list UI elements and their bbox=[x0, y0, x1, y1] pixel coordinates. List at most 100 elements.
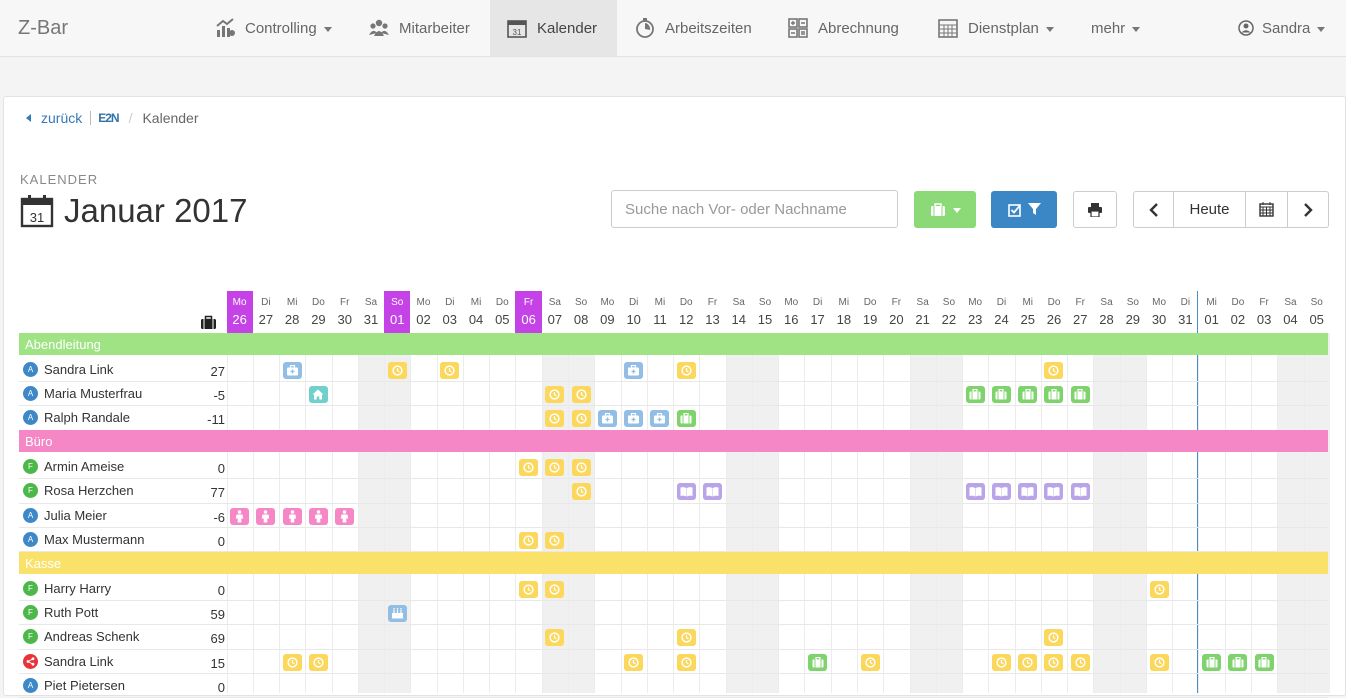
employee-name[interactable]: A Sandra Link bbox=[23, 361, 113, 377]
school-event[interactable] bbox=[1070, 483, 1090, 501]
sick-leave-event[interactable] bbox=[282, 361, 302, 379]
sick-leave-event[interactable] bbox=[597, 410, 617, 428]
sick-leave-event[interactable] bbox=[624, 410, 644, 428]
day-header[interactable]: Fr 06 bbox=[515, 291, 542, 333]
day-header[interactable]: Di 24 bbox=[988, 291, 1014, 333]
working-time-event[interactable] bbox=[1070, 653, 1090, 671]
absence-dropdown-button[interactable] bbox=[914, 191, 976, 228]
day-header[interactable]: Mi 18 bbox=[831, 291, 857, 333]
working-time-event[interactable] bbox=[676, 361, 696, 379]
vacation-event[interactable] bbox=[1070, 385, 1090, 403]
maternity-leave-event[interactable] bbox=[335, 507, 355, 525]
day-header[interactable]: So 05 bbox=[1304, 291, 1330, 333]
day-header[interactable]: So 08 bbox=[568, 291, 594, 333]
working-time-event[interactable] bbox=[860, 653, 880, 671]
vacation-event[interactable] bbox=[991, 385, 1011, 403]
day-header[interactable]: Do 02 bbox=[1225, 291, 1251, 333]
employee-name[interactable]: F Rosa Herzchen bbox=[23, 483, 134, 499]
print-button[interactable] bbox=[1073, 191, 1117, 228]
day-header[interactable]: Fr 27 bbox=[1067, 291, 1093, 333]
day-header[interactable]: Sa 04 bbox=[1277, 291, 1303, 333]
working-time-event[interactable] bbox=[1149, 653, 1169, 671]
vacation-event[interactable] bbox=[1044, 385, 1064, 403]
working-time-event[interactable] bbox=[1044, 629, 1064, 647]
prev-month-button[interactable] bbox=[1134, 192, 1174, 227]
working-time-event[interactable] bbox=[545, 385, 565, 403]
working-time-event[interactable] bbox=[1044, 361, 1064, 379]
school-event[interactable] bbox=[965, 483, 985, 501]
school-event[interactable] bbox=[702, 483, 722, 501]
day-header[interactable]: Di 17 bbox=[804, 291, 830, 333]
day-header[interactable]: Fr 03 bbox=[1251, 291, 1277, 333]
brand-logo[interactable]: Z-Bar bbox=[18, 17, 68, 39]
vacation-event[interactable] bbox=[808, 653, 828, 671]
day-header[interactable]: Mi 11 bbox=[647, 291, 673, 333]
day-header[interactable]: So 01 bbox=[384, 291, 411, 333]
working-time-event[interactable] bbox=[519, 531, 539, 549]
employee-name[interactable]: F Armin Ameise bbox=[23, 458, 124, 474]
employee-name[interactable]: F Ruth Pott bbox=[23, 604, 98, 620]
working-time-event[interactable] bbox=[440, 361, 460, 379]
day-header[interactable]: So 22 bbox=[936, 291, 962, 333]
working-time-event[interactable] bbox=[519, 458, 539, 476]
day-header[interactable]: So 15 bbox=[752, 291, 778, 333]
working-time-event[interactable] bbox=[991, 653, 1011, 671]
day-header[interactable]: Mi 28 bbox=[279, 291, 305, 333]
day-header[interactable]: Mi 25 bbox=[1015, 291, 1041, 333]
school-event[interactable] bbox=[1044, 483, 1064, 501]
vacation-event[interactable] bbox=[1018, 385, 1038, 403]
filter-button[interactable] bbox=[991, 191, 1057, 228]
day-header[interactable]: Sa 21 bbox=[910, 291, 936, 333]
day-header[interactable]: Mo 23 bbox=[962, 291, 988, 333]
working-time-event[interactable] bbox=[571, 458, 591, 476]
day-header[interactable]: Di 10 bbox=[621, 291, 647, 333]
maternity-leave-event[interactable] bbox=[256, 507, 276, 525]
working-time-event[interactable] bbox=[308, 653, 328, 671]
nav-mitarbeiter[interactable]: Mitarbeiter bbox=[352, 0, 486, 56]
nav-kalender[interactable]: 31 Kalender bbox=[490, 0, 617, 56]
working-time-event[interactable] bbox=[571, 410, 591, 428]
school-event[interactable] bbox=[676, 483, 696, 501]
day-header[interactable]: Sa 31 bbox=[358, 291, 384, 333]
working-time-event[interactable] bbox=[1149, 580, 1169, 598]
day-header[interactable]: Do 26 bbox=[1041, 291, 1067, 333]
working-time-event[interactable] bbox=[545, 629, 565, 647]
employee-name[interactable]: A Maria Musterfrau bbox=[23, 385, 142, 401]
day-header[interactable]: Sa 07 bbox=[542, 291, 568, 333]
date-picker-button[interactable] bbox=[1246, 192, 1288, 227]
working-time-event[interactable] bbox=[519, 580, 539, 598]
day-header[interactable]: Di 27 bbox=[253, 291, 279, 333]
day-header[interactable]: Mo 26 bbox=[226, 291, 253, 333]
day-header[interactable]: Fr 30 bbox=[332, 291, 358, 333]
home-office-event[interactable] bbox=[308, 385, 328, 403]
vacation-event[interactable] bbox=[1228, 653, 1248, 671]
day-header[interactable]: Fr 20 bbox=[883, 291, 909, 333]
day-header[interactable]: Sa 14 bbox=[726, 291, 752, 333]
search-input[interactable] bbox=[611, 190, 898, 228]
day-header[interactable]: Di 03 bbox=[437, 291, 463, 333]
nav-dienstplan[interactable]: Dienstplan bbox=[921, 0, 1070, 56]
working-time-event[interactable] bbox=[676, 629, 696, 647]
vacation-event[interactable] bbox=[676, 410, 696, 428]
employee-name[interactable]: Sandra Link bbox=[23, 653, 113, 669]
day-header[interactable]: So 29 bbox=[1120, 291, 1146, 333]
working-time-event[interactable] bbox=[571, 385, 591, 403]
day-header[interactable]: Di 31 bbox=[1172, 291, 1198, 333]
nav-controlling[interactable]: Controlling bbox=[198, 0, 348, 56]
school-event[interactable] bbox=[991, 483, 1011, 501]
employee-name[interactable]: A Piet Pietersen bbox=[23, 677, 125, 693]
working-time-event[interactable] bbox=[624, 653, 644, 671]
working-time-event[interactable] bbox=[387, 361, 407, 379]
working-time-event[interactable] bbox=[1018, 653, 1038, 671]
working-time-event[interactable] bbox=[545, 458, 565, 476]
working-time-event[interactable] bbox=[1044, 653, 1064, 671]
day-header[interactable]: Fr 13 bbox=[699, 291, 725, 333]
day-header[interactable]: Do 12 bbox=[673, 291, 699, 333]
school-event[interactable] bbox=[1018, 483, 1038, 501]
group-header[interactable]: Büro bbox=[19, 430, 1328, 453]
employee-name[interactable]: A Julia Meier bbox=[23, 507, 107, 523]
employee-name[interactable]: A Ralph Randale bbox=[23, 410, 130, 426]
birthday-event[interactable] bbox=[387, 604, 407, 622]
day-header[interactable]: Mo 02 bbox=[410, 291, 436, 333]
day-header[interactable]: Do 19 bbox=[857, 291, 883, 333]
